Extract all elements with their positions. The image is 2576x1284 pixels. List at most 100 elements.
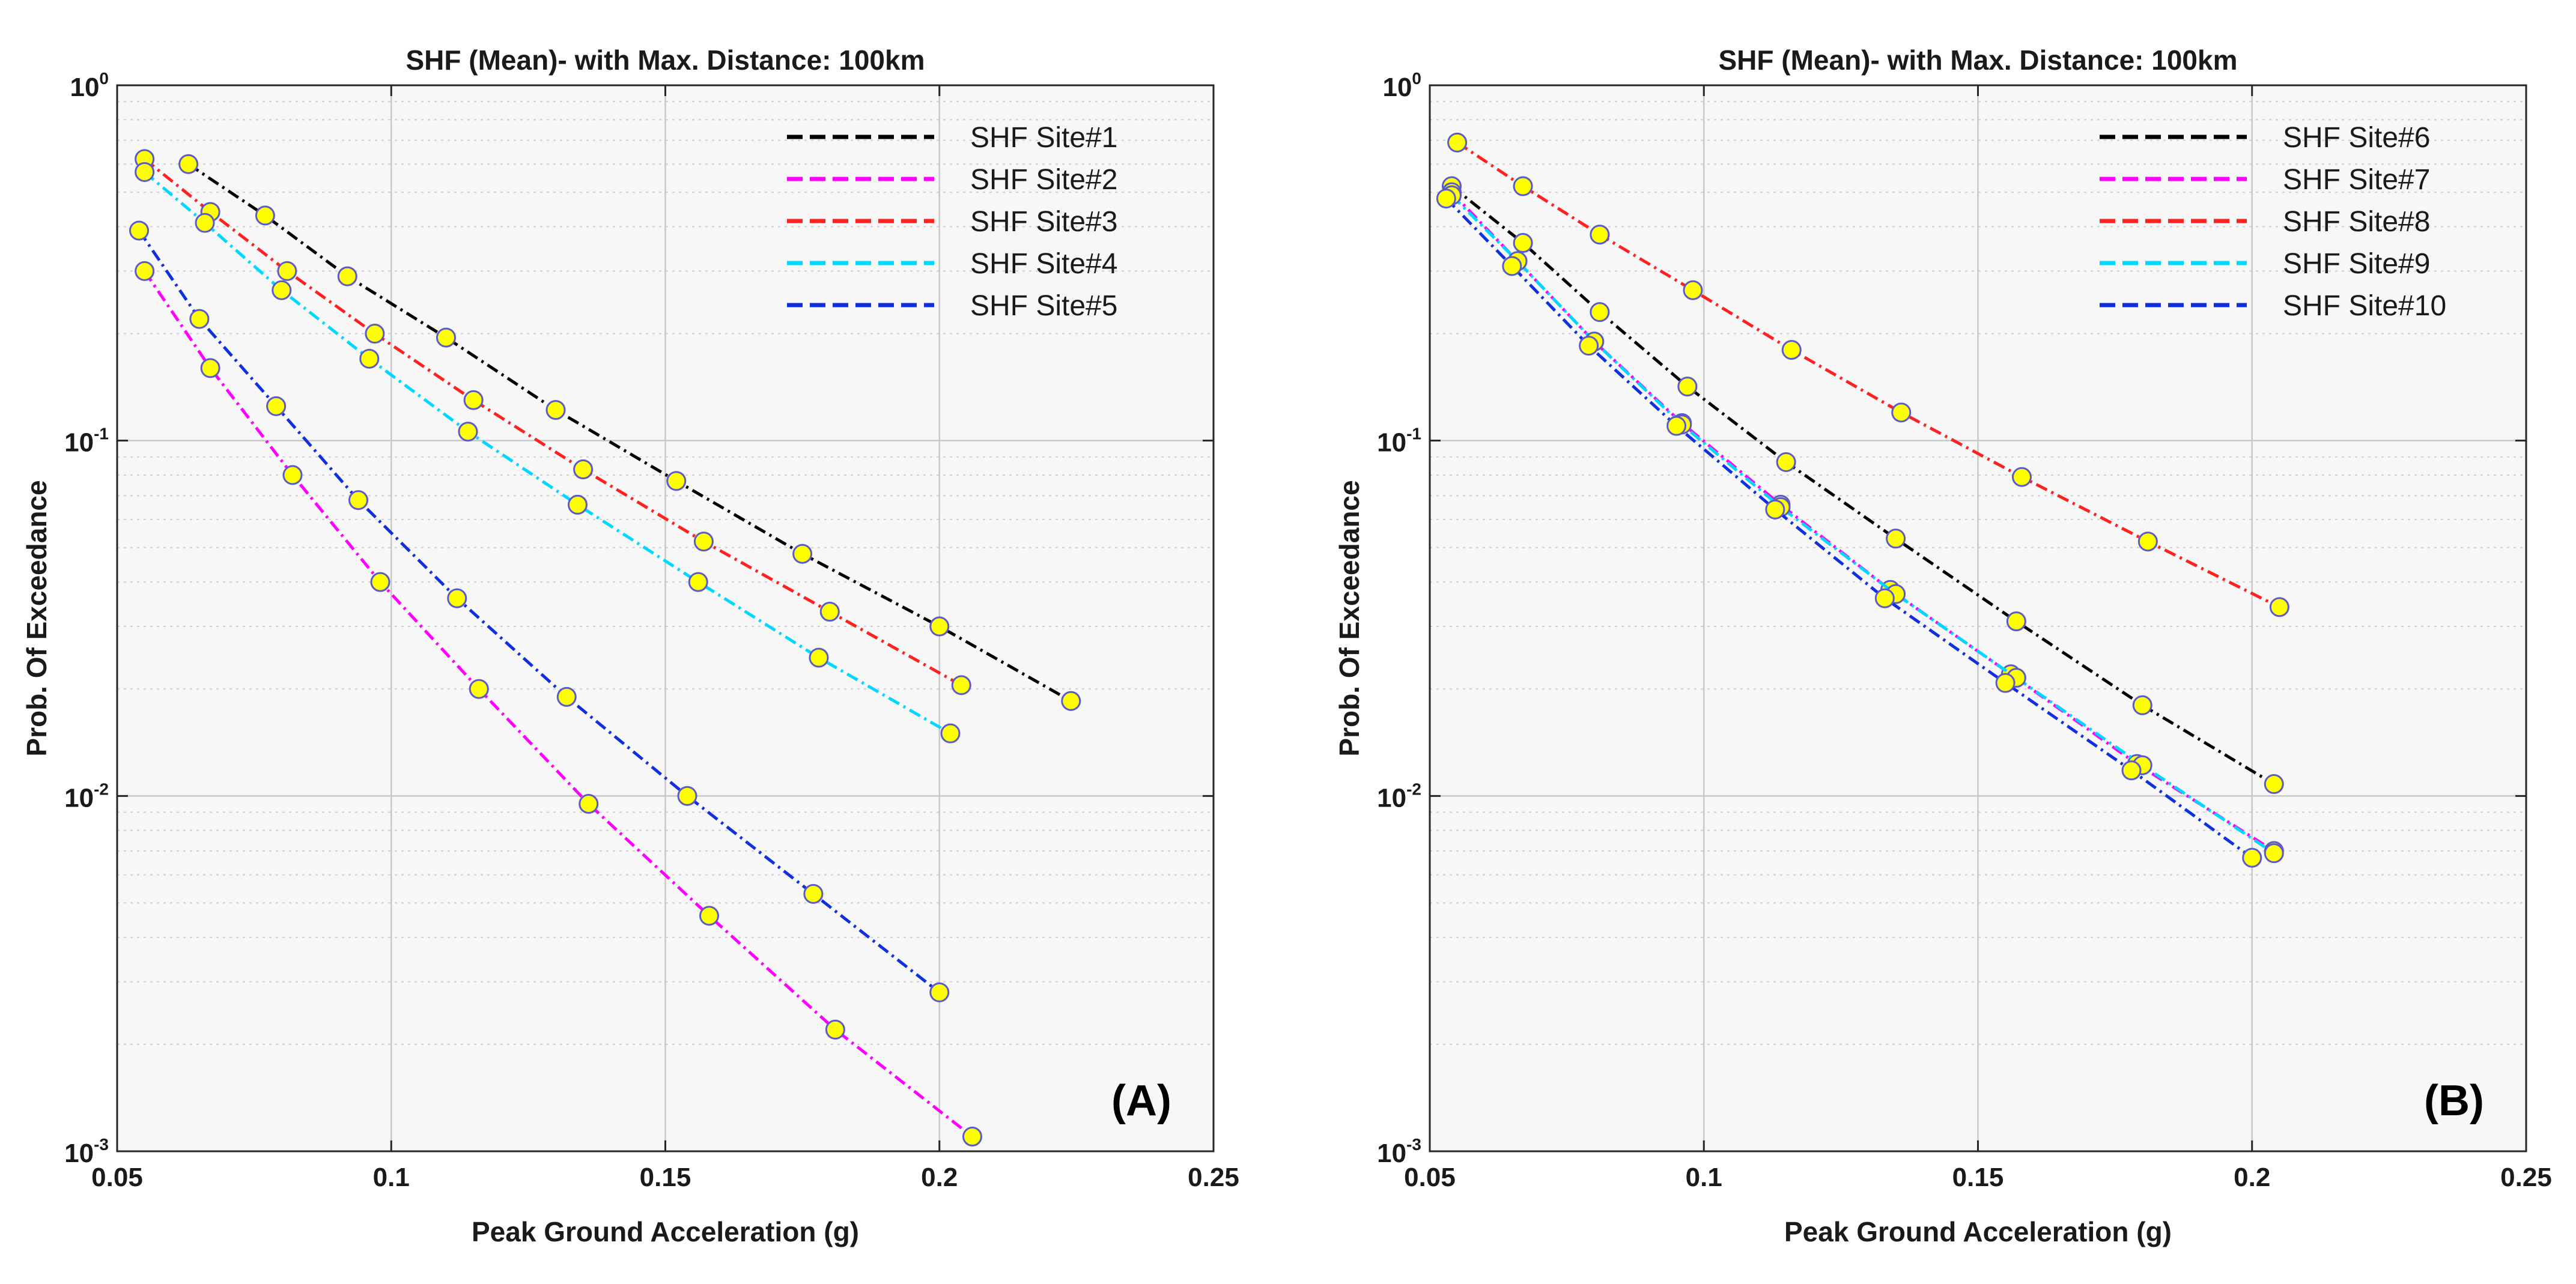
data-point [200,358,220,378]
data-point [272,280,292,300]
y-tick-base: 10 [70,73,99,102]
data-point [1590,302,1610,323]
data-point [573,459,594,480]
data-point [1781,340,1802,360]
x-tick-label: 0.15 [640,1163,691,1192]
panel-label: (B) [2424,1077,2484,1125]
legend-label: SHF Site#10 [2283,290,2446,322]
data-point [556,686,577,707]
data-point [129,220,149,241]
x-axis-label: Peak Ground Acceleration (g) [1784,1216,2172,1247]
y-tick-exponent: -1 [1406,425,1421,443]
data-point [2269,597,2289,617]
y-tick-label: 10-1 [64,425,109,458]
data-point [809,647,829,668]
data-point [940,723,961,743]
chart-title: SHF (Mean)- with Max. Distance: 100km [1719,44,2238,76]
data-point [545,400,566,420]
data-point [1874,588,1895,608]
y-tick-label: 10-2 [64,780,109,813]
data-point [370,572,390,592]
data-point [1765,499,1785,519]
data-point [677,786,697,806]
legend-label: SHF Site#7 [2283,164,2430,196]
data-point [1513,176,1533,196]
legend-label: SHF Site#3 [970,206,1117,238]
data-point [1502,256,1522,276]
data-point [1677,377,1698,397]
data-point [825,1019,845,1040]
series-line [1450,194,2275,855]
y-tick-base: 10 [1377,1139,1406,1168]
data-point [699,906,719,926]
data-point [792,544,813,564]
data-point [189,309,210,329]
y-tick-label: 10-2 [1377,780,1421,813]
data-point [1447,132,1468,153]
data-point [568,494,588,515]
y-tick-label: 10-3 [64,1135,109,1168]
data-point [666,471,687,491]
y-tick-exponent: -2 [1406,780,1421,798]
data-point [2242,847,2262,868]
x-tick-label: 0.1 [373,1163,410,1192]
series-2 [135,261,982,1147]
y-tick-base: 10 [1377,428,1406,458]
data-point [579,794,599,814]
x-tick-label: 0.2 [2234,1163,2270,1192]
y-tick-label: 100 [70,69,109,102]
data-point [1683,280,1703,300]
data-point [693,531,714,552]
data-point [819,602,840,622]
series-line [1445,197,2253,859]
data-point [1436,189,1456,209]
x-tick-label: 0.2 [921,1163,958,1192]
data-point [359,348,380,369]
data-point [1886,528,1906,549]
data-point [436,327,456,348]
data-point [929,982,950,1002]
data-point [266,396,287,416]
data-point [803,883,824,904]
y-tick-label: 10-3 [1377,1135,1421,1168]
data-point [135,162,155,182]
data-point [2006,611,2026,632]
data-point [463,390,484,410]
x-tick-label: 0.05 [91,1163,143,1192]
x-tick-label: 0.25 [1188,1163,1239,1192]
y-tick-base: 10 [1382,73,1412,102]
x-tick-label: 0.25 [2500,1163,2552,1192]
legend-label: SHF Site#8 [2283,206,2430,238]
chart-title: SHF (Mean)- with Max. Distance: 100km [406,44,925,76]
data-point [962,1127,982,1147]
data-point [688,572,708,592]
legend-label: SHF Site#5 [970,290,1117,322]
y-tick-base: 10 [64,428,94,458]
series-5 [1436,189,2262,868]
data-point [135,261,155,281]
data-point [1061,691,1081,711]
y-axis-label: Prob. Of Exceedance [1334,480,1365,756]
data-point [2137,531,2158,552]
data-point [282,465,303,485]
data-point [348,490,368,510]
data-point [2012,467,2032,487]
x-tick-label: 0.1 [1686,1163,1722,1192]
y-tick-exponent: -3 [1406,1135,1421,1154]
data-point [2264,843,2284,864]
data-point [1513,233,1533,253]
data-point [1891,402,1912,423]
y-tick-base: 10 [1377,783,1406,813]
series-5 [129,220,950,1002]
data-point [1579,336,1599,356]
legend-label: SHF Site#4 [970,248,1117,280]
x-axis-label: Peak Ground Acceleration (g) [472,1216,859,1247]
data-point [2121,760,2142,781]
y-axis-label: Prob. Of Exceedance [21,480,52,756]
y-tick-base: 10 [64,783,94,813]
series-3 [1447,132,2289,617]
y-tick-exponent: -3 [94,1135,109,1154]
